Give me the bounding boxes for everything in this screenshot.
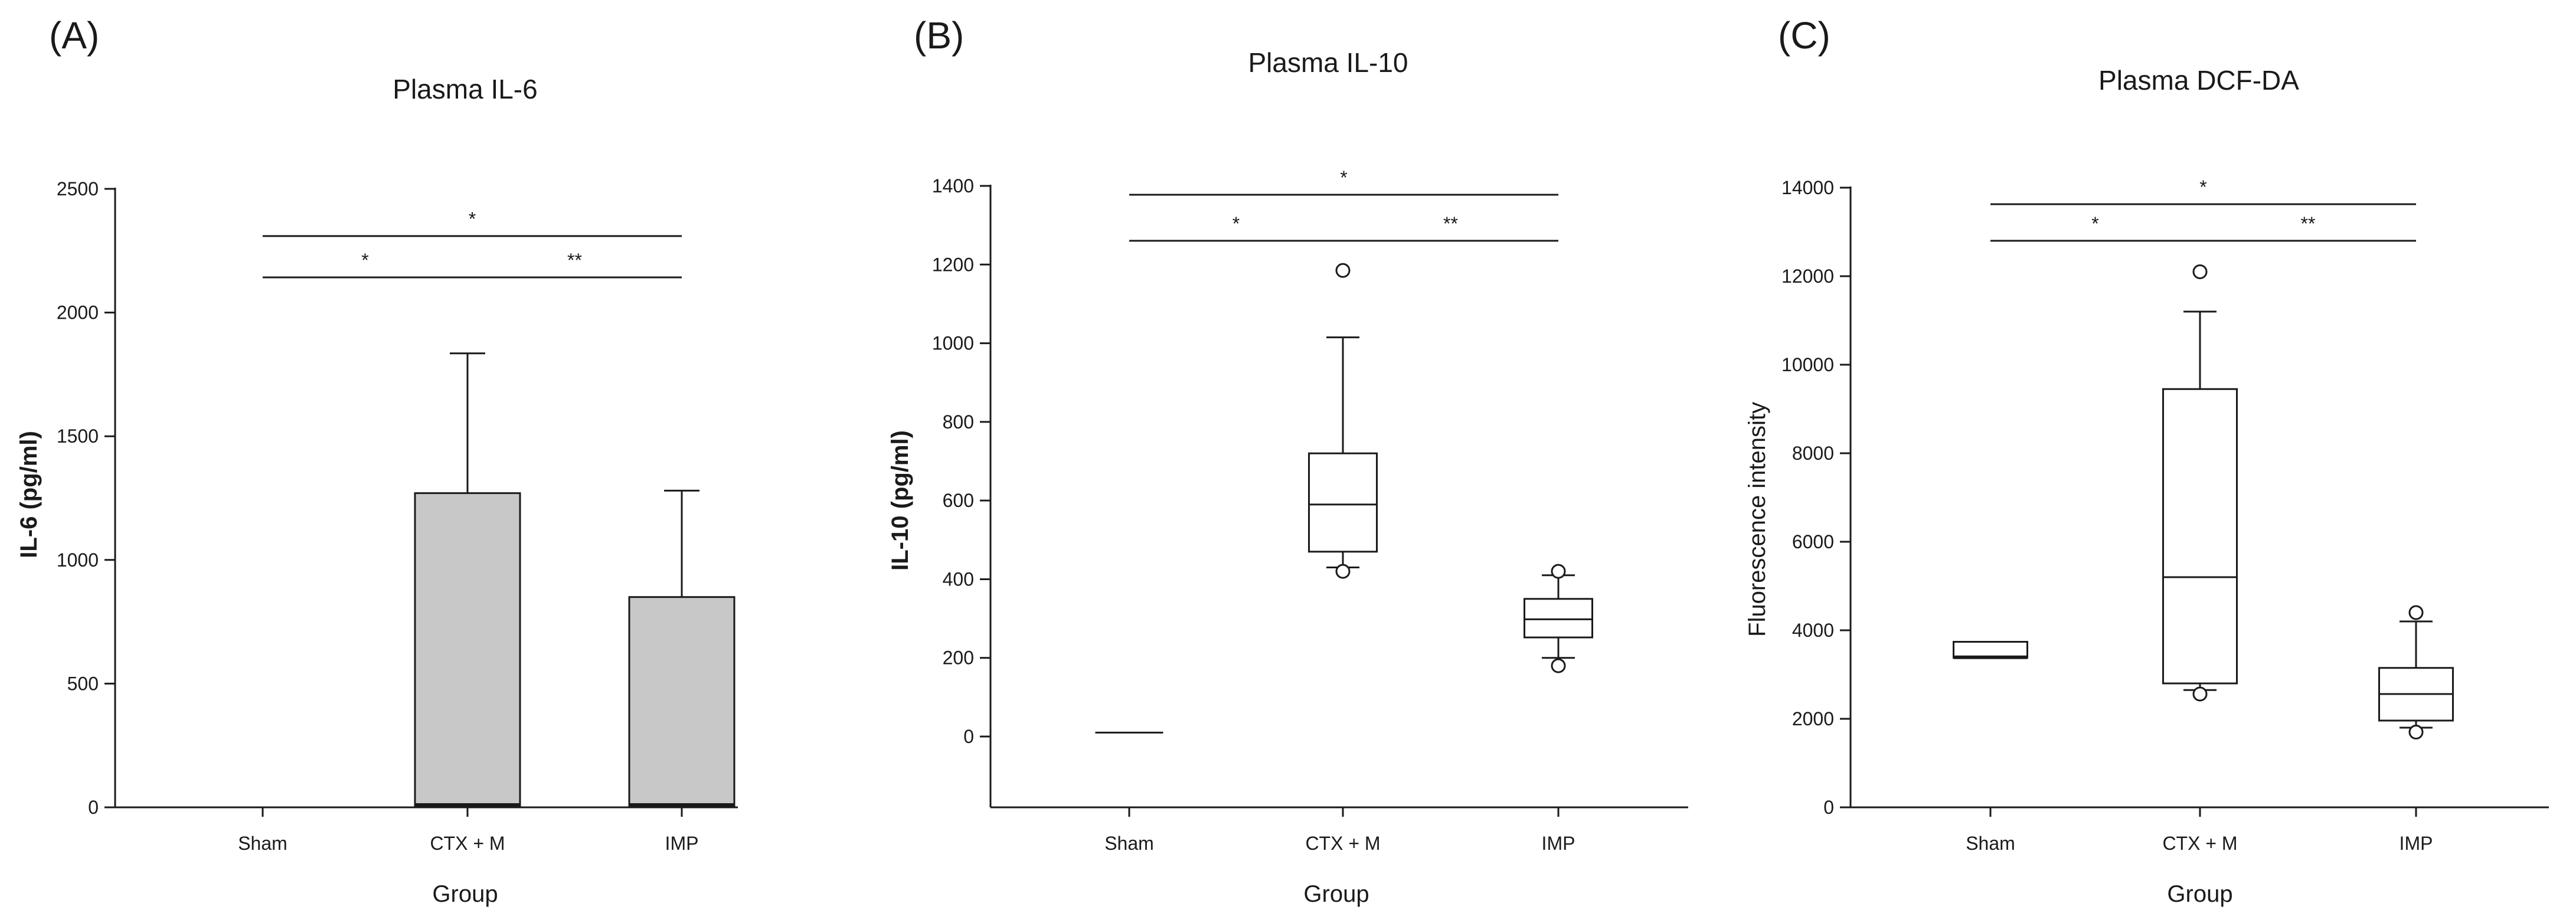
- x-tick-label: Sham: [238, 833, 287, 854]
- y-tick-label: 1000: [932, 333, 974, 354]
- outlier-point: [1551, 658, 1566, 673]
- panel-b-x-axis-label: Group: [1303, 881, 1369, 907]
- significance-label: *: [361, 250, 368, 271]
- outlier-point: [2408, 605, 2424, 620]
- significance-label: *: [1340, 167, 1347, 188]
- y-tick-label: 2500: [57, 178, 99, 199]
- y-tick-label: 1500: [57, 426, 99, 447]
- panel-a-y-axis-label: IL-6 (pg/ml): [16, 431, 42, 558]
- y-tick-label: 1200: [932, 254, 974, 275]
- bar: [628, 596, 735, 809]
- panel-c: (C) Plasma DCF-DA Group Fluorescence int…: [1744, 14, 2549, 907]
- y-tick-label: 6000: [1792, 531, 1834, 552]
- significance-label: **: [2301, 213, 2316, 234]
- x-tick-label: IMP: [1542, 833, 1575, 854]
- outlier-point: [2408, 725, 2424, 739]
- box: [2162, 388, 2238, 685]
- significance-label: *: [1233, 213, 1240, 234]
- x-tick-label: Sham: [1104, 833, 1154, 854]
- y-tick-label: 0: [963, 726, 974, 747]
- x-tick-label: Sham: [1966, 833, 2015, 854]
- outlier-point: [2192, 264, 2208, 279]
- y-tick-label: 600: [943, 490, 974, 511]
- y-tick-label: 800: [943, 411, 974, 433]
- significance-label: **: [567, 250, 582, 271]
- significance-label: *: [2199, 176, 2206, 198]
- y-tick-label: 1000: [57, 549, 99, 571]
- x-tick-label: IMP: [665, 833, 699, 854]
- y-tick-label: 500: [67, 673, 99, 694]
- outlier-point: [1551, 564, 1566, 579]
- x-tick-label: CTX + M: [1305, 833, 1380, 854]
- box: [1308, 452, 1378, 553]
- panel-b-title: Plasma IL-10: [1248, 47, 1408, 78]
- x-tick-label: IMP: [2400, 833, 2433, 854]
- panel-a-title: Plasma IL-6: [393, 74, 537, 104]
- significance-label: *: [469, 208, 476, 230]
- y-tick-label: 400: [943, 568, 974, 590]
- y-tick-label: 2000: [1792, 708, 1834, 729]
- panel-b: (B) Plasma IL-10 Group IL-10 (pg/ml) 0 20…: [887, 14, 1688, 907]
- panel-b-y-axis-label: IL-10 (pg/ml): [887, 430, 913, 571]
- y-tick-label: 10000: [1781, 354, 1834, 375]
- outlier-point: [2192, 686, 2208, 702]
- y-tick-label: 4000: [1792, 620, 1834, 641]
- y-tick-label: 0: [88, 797, 99, 818]
- significance-label: **: [1443, 213, 1458, 234]
- y-tick-label: 2000: [57, 302, 99, 323]
- panel-a-letter: (A): [49, 14, 99, 57]
- outlier-point: [1335, 564, 1351, 579]
- panel-c-letter: (C): [1778, 14, 1830, 57]
- panel-c-y-axis-label: Fluorescence intensity: [1744, 402, 1770, 637]
- panel-a-x-axis-label: Group: [432, 881, 498, 907]
- panel-b-letter: (B): [914, 14, 964, 57]
- y-tick-label: 1400: [932, 175, 974, 197]
- panel-c-title: Plasma DCF-DA: [2098, 65, 2299, 96]
- y-tick-label: 200: [943, 647, 974, 669]
- y-tick-label: 8000: [1792, 443, 1834, 464]
- bar: [414, 492, 521, 809]
- panel-c-x-axis-label: Group: [2167, 881, 2232, 907]
- y-tick-label: 12000: [1781, 266, 1834, 287]
- y-tick-label: 14000: [1781, 177, 1834, 198]
- y-tick-label: 0: [1823, 797, 1834, 818]
- x-tick-label: CTX + M: [2162, 833, 2237, 854]
- box: [1524, 598, 1593, 639]
- x-tick-label: CTX + M: [430, 833, 505, 854]
- panel-a: (A) Plasma IL-6 Group IL-6 (pg/ml) 0 500 1…: [16, 14, 738, 907]
- box: [1953, 641, 2028, 659]
- outlier-point: [1335, 263, 1351, 278]
- significance-label: *: [2091, 213, 2098, 234]
